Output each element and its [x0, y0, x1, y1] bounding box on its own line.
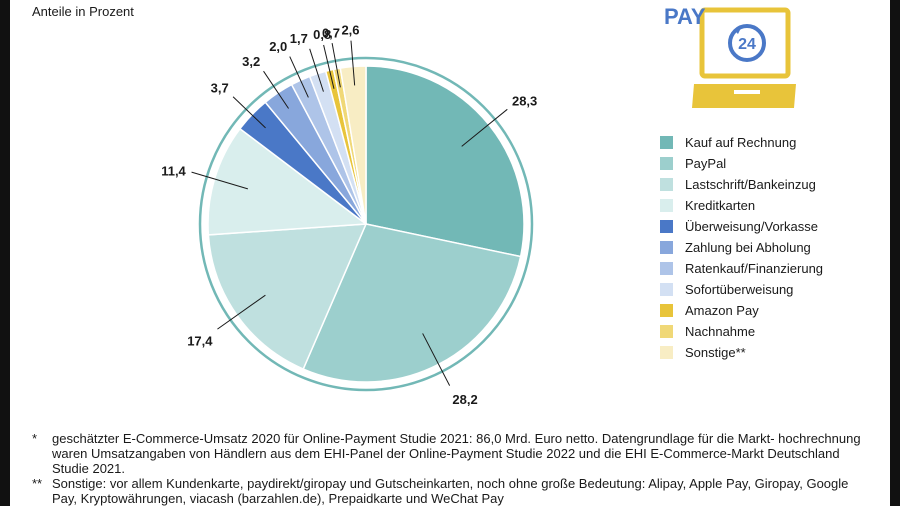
legend-swatch — [660, 241, 673, 254]
pie-leader-line-2 — [217, 294, 266, 330]
chart-legend: Kauf auf Rechnung PayPal Lastschrift/Banke… — [660, 132, 823, 363]
footnote-2: ** Sonstige: vor allem Kundenkarte, payd… — [32, 476, 862, 506]
pie-slice-label-3: 11,4 — [161, 163, 186, 178]
pie-leader-line-7 — [309, 48, 324, 92]
legend-item-5: Zahlung bei Abholung — [660, 237, 823, 258]
pie-slice-label-2: 17,4 — [187, 334, 213, 349]
pie-leader-line-1 — [422, 333, 451, 386]
pie-slice-label-1: 28,2 — [452, 392, 477, 407]
legend-label: Überweisung/Vorkasse — [685, 219, 818, 234]
legend-label: Nachnahme — [685, 324, 756, 339]
pay24-logo-icon: PAY 24 — [664, 4, 796, 108]
legend-label: Lastschrift/Bankeinzug — [685, 177, 816, 192]
pie-leader-line-0 — [461, 108, 508, 147]
footnote-mark: ** — [32, 476, 43, 491]
legend-label: Sofortüberweisung — [685, 282, 794, 297]
pie-leader-line-5 — [263, 70, 289, 109]
legend-label: PayPal — [685, 156, 727, 171]
frame-left-border — [0, 0, 10, 506]
pie-slice-0 — [365, 65, 525, 258]
legend-label: Kreditkarten — [685, 198, 756, 213]
pie-slice-label-6: 2,0 — [269, 39, 287, 54]
pay-logo-text: PAY — [664, 4, 706, 29]
footnote-text: Sonstige: vor allem Kundenkarte, paydire… — [52, 476, 849, 506]
pie-leader-line-9 — [331, 43, 341, 88]
pie-outer-ring — [198, 56, 534, 392]
legend-label: Amazon Pay — [685, 303, 759, 318]
pie-slice-label-7: 1,7 — [290, 31, 308, 46]
legend-item-10: Sonstige** — [660, 342, 823, 363]
pie-slice-label-8: 0,8 — [313, 27, 331, 42]
legend-item-9: Nachnahme — [660, 321, 823, 342]
legend-label: Sonstige** — [685, 345, 746, 360]
legend-swatch — [660, 157, 673, 170]
pie-slice-label-4: 3,7 — [211, 81, 229, 96]
pay-logo-badge: 24 — [738, 36, 756, 53]
legend-swatch — [660, 220, 673, 233]
pie-chart: 28,3 28,2 17,4 11,4 3,7 3,2 2,01,7 0,80,7 2,6 — [161, 23, 537, 407]
legend-item-6: Ratenkauf/Finanzierung — [660, 258, 823, 279]
legend-swatch — [660, 199, 673, 212]
legend-item-2: Lastschrift/Bankeinzug — [660, 174, 823, 195]
pie-leader-line-4 — [232, 96, 266, 129]
legend-label: Zahlung bei Abholung — [685, 240, 811, 255]
legend-item-3: Kreditkarten — [660, 195, 823, 216]
legend-label: Ratenkauf/Finanzierung — [685, 261, 824, 276]
legend-item-4: Überweisung/Vorkasse — [660, 216, 823, 237]
pie-slice-label-5: 3,2 — [242, 54, 260, 69]
pie-leader-line-8 — [323, 44, 335, 89]
legend-item-8: Amazon Pay — [660, 300, 823, 321]
pie-slice-label-10: 2,6 — [341, 23, 359, 38]
legend-swatch — [660, 346, 673, 359]
legend-label: Kauf auf Rechnung — [685, 135, 797, 150]
footnotes: * geschätzter E-Commerce-Umsatz 2020 für… — [32, 431, 862, 506]
pie-slice-label-9: 0,7 — [322, 25, 340, 40]
legend-swatch — [660, 262, 673, 275]
footnote-text: geschätzter E-Commerce-Umsatz 2020 für O… — [52, 431, 861, 476]
legend-swatch — [660, 325, 673, 338]
pie-slice-label-0: 28,3 — [512, 94, 537, 109]
legend-swatch — [660, 304, 673, 317]
legend-swatch — [660, 283, 673, 296]
pie-leader-line-10 — [350, 40, 356, 86]
legend-swatch — [660, 136, 673, 149]
legend-item-1: PayPal — [660, 153, 823, 174]
legend-item-7: Sofortüberweisung — [660, 279, 823, 300]
footnote-1: * geschätzter E-Commerce-Umsatz 2020 für… — [32, 431, 862, 476]
chart-subtitle: Anteile in Prozent — [32, 4, 134, 19]
legend-item-0: Kauf auf Rechnung — [660, 132, 823, 153]
footnote-mark: * — [32, 431, 38, 446]
pie-leader-line-3 — [191, 171, 249, 190]
pie-leader-line-6 — [289, 56, 309, 98]
legend-swatch — [660, 178, 673, 191]
pay24-logo: PAY 24 — [662, 4, 802, 121]
frame-right-border — [890, 0, 900, 506]
